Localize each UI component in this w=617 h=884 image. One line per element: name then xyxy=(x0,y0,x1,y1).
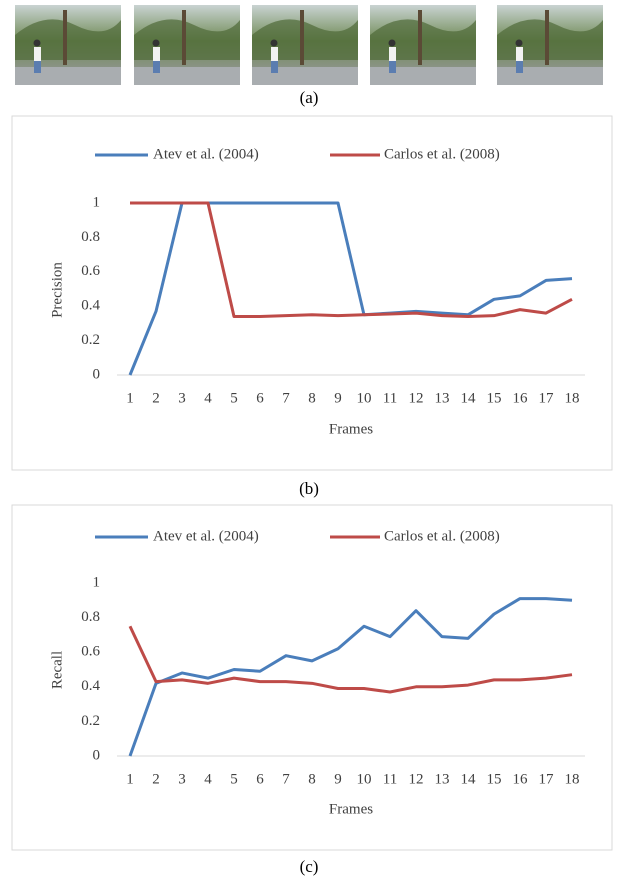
x-tick-label: 11 xyxy=(383,771,397,787)
x-tick-label: 2 xyxy=(152,390,160,406)
x-tick-label: 18 xyxy=(565,390,580,406)
x-tick-label: 9 xyxy=(334,771,342,787)
video-frame xyxy=(497,5,603,85)
x-tick-label: 13 xyxy=(435,771,450,787)
x-tick-label: 12 xyxy=(409,390,424,406)
x-tick-label: 13 xyxy=(435,390,450,406)
caption: (c) xyxy=(300,857,319,876)
x-tick-label: 3 xyxy=(178,390,186,406)
thumbnail-row xyxy=(15,5,603,85)
y-tick-label: 0 xyxy=(93,366,101,382)
x-axis-title: Frames xyxy=(329,801,373,817)
x-tick-label: 4 xyxy=(204,771,212,787)
x-axis-title: Frames xyxy=(329,421,373,437)
x-tick-label: 14 xyxy=(461,771,477,787)
y-tick-label: 0.2 xyxy=(81,332,100,348)
x-tick-label: 14 xyxy=(461,390,477,406)
x-tick-label: 10 xyxy=(357,771,372,787)
series-line xyxy=(130,599,572,756)
video-frame xyxy=(15,5,121,85)
x-tick-label: 8 xyxy=(308,771,316,787)
chart-frame xyxy=(12,505,612,850)
x-tick-label: 9 xyxy=(334,390,342,406)
x-tick-label: 18 xyxy=(565,771,580,787)
x-tick-label: 7 xyxy=(282,771,290,787)
x-tick-label: 12 xyxy=(409,771,424,787)
x-tick-label: 17 xyxy=(539,771,555,787)
x-tick-label: 7 xyxy=(282,390,290,406)
legend-label: Carlos et al. (2008) xyxy=(384,528,500,544)
x-tick-label: 5 xyxy=(230,771,238,787)
caption: (b) xyxy=(299,479,319,498)
y-tick-label: 0.6 xyxy=(81,644,100,660)
x-tick-label: 17 xyxy=(539,390,555,406)
x-tick-label: 2 xyxy=(152,771,160,787)
y-axis-title: Recall xyxy=(49,651,65,689)
y-tick-label: 0.4 xyxy=(81,298,100,314)
x-tick-label: 1 xyxy=(126,390,134,406)
y-tick-label: 0.8 xyxy=(81,609,100,625)
y-tick-label: 0 xyxy=(93,747,101,763)
figure: (a) (b) (c) 00.20.40.60.8112345678910111… xyxy=(0,0,617,884)
x-tick-label: 5 xyxy=(230,390,238,406)
x-tick-label: 6 xyxy=(256,771,264,787)
series-line xyxy=(130,203,572,375)
video-frame xyxy=(252,5,358,85)
video-frame xyxy=(370,5,476,85)
legend-label: Atev et al. (2004) xyxy=(153,146,259,162)
x-tick-label: 10 xyxy=(357,390,372,406)
caption: (a) xyxy=(300,88,319,107)
y-tick-label: 1 xyxy=(93,194,101,210)
legend-label: Carlos et al. (2008) xyxy=(384,146,500,162)
y-axis-title: Precision xyxy=(49,262,65,318)
y-tick-label: 0.8 xyxy=(81,229,100,245)
y-tick-label: 1 xyxy=(93,574,101,590)
x-tick-label: 16 xyxy=(513,390,529,406)
video-frame xyxy=(134,5,240,85)
x-tick-label: 11 xyxy=(383,390,397,406)
x-tick-label: 1 xyxy=(126,771,134,787)
x-tick-label: 6 xyxy=(256,390,264,406)
x-tick-label: 16 xyxy=(513,771,529,787)
y-tick-label: 0.4 xyxy=(81,678,100,694)
x-tick-label: 3 xyxy=(178,771,186,787)
y-tick-label: 0.6 xyxy=(81,263,100,279)
y-tick-label: 0.2 xyxy=(81,713,100,729)
x-tick-label: 4 xyxy=(204,390,212,406)
x-tick-label: 8 xyxy=(308,390,316,406)
x-tick-label: 15 xyxy=(487,771,502,787)
x-tick-label: 15 xyxy=(487,390,502,406)
legend-label: Atev et al. (2004) xyxy=(153,528,259,544)
